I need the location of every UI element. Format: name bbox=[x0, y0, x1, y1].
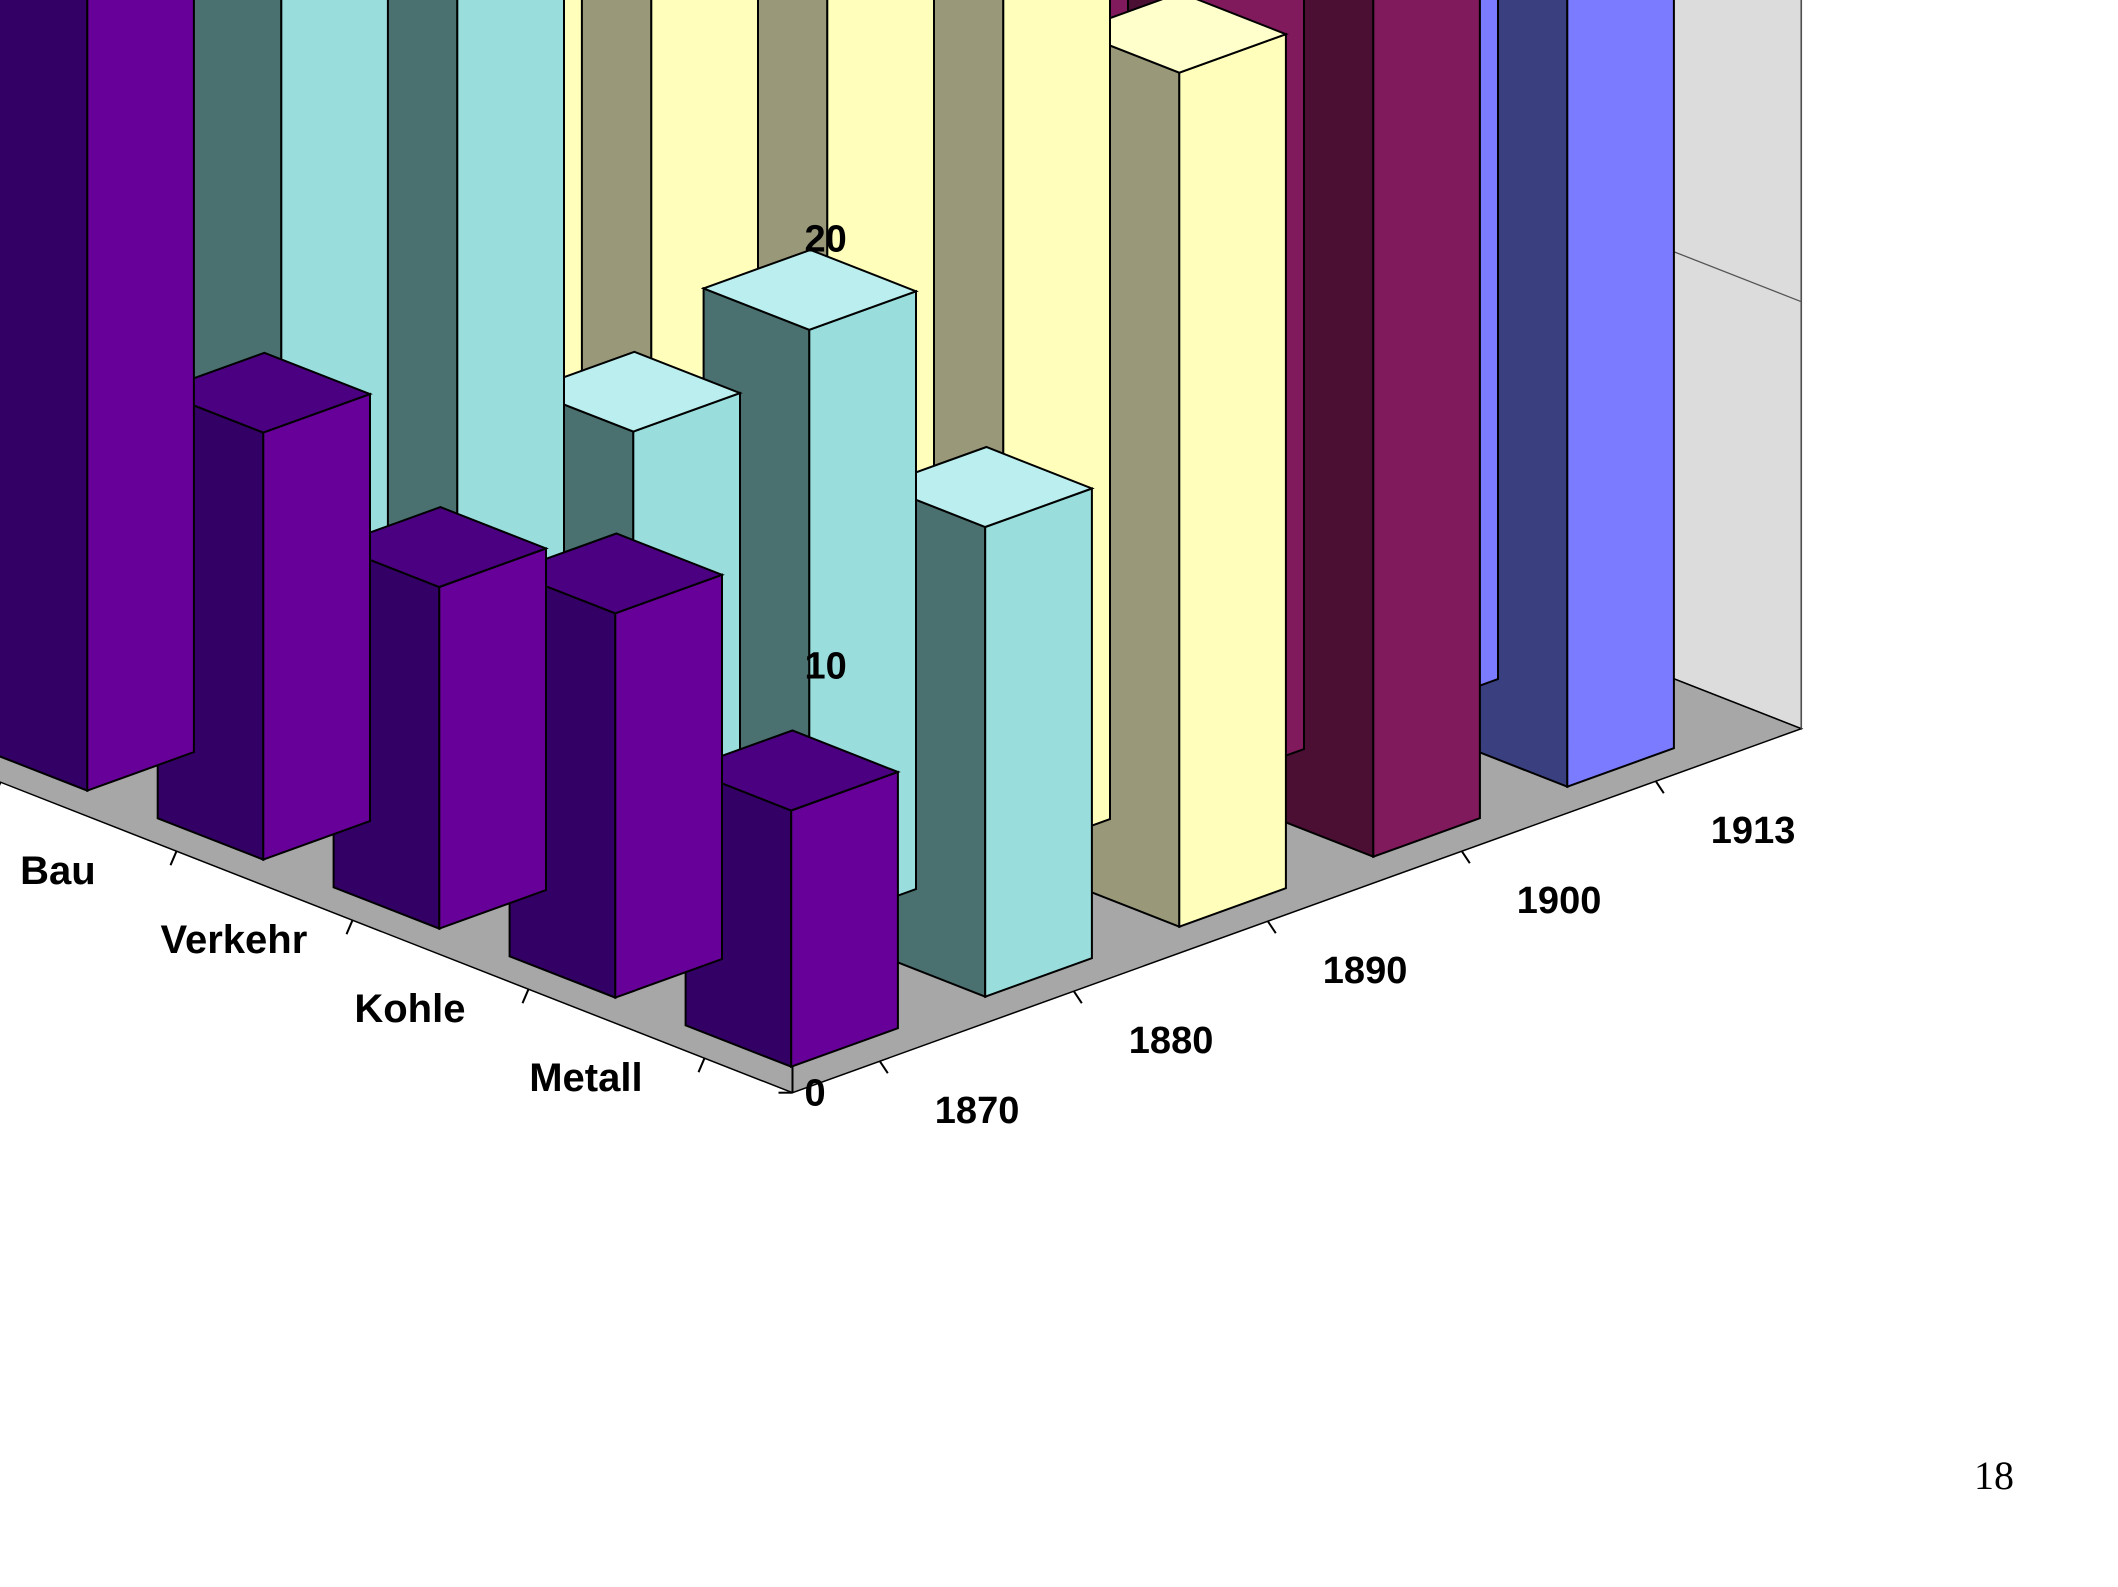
chart-labels: 0102030405060708090100TextilBauVerkehrKo… bbox=[20, 219, 1796, 1132]
bar-side-face bbox=[614, 573, 723, 1000]
series-axis-tick bbox=[878, 1060, 889, 1074]
series-axis-tick bbox=[1460, 850, 1471, 864]
series-label: 1870 bbox=[935, 1090, 1020, 1132]
bar-top-face bbox=[700, 248, 919, 331]
category-axis-tick bbox=[345, 919, 354, 935]
value-axis-tick-label: 10 bbox=[805, 646, 847, 688]
series-axis-tick bbox=[1072, 990, 1083, 1004]
bar-1870-textil bbox=[0, 0, 195, 793]
category-label: Kohle bbox=[354, 987, 465, 1031]
bar-side-face bbox=[790, 770, 899, 1069]
bar-front-face bbox=[0, 0, 89, 793]
bar-1870-metall bbox=[682, 729, 901, 1069]
series-label: 1890 bbox=[1323, 950, 1408, 992]
value-axis-tick-label: 20 bbox=[805, 219, 847, 261]
bar-side-face bbox=[984, 487, 1093, 999]
bar-top-face bbox=[876, 445, 1095, 529]
bar-side-face bbox=[86, 0, 195, 793]
bar-side-face bbox=[1372, 0, 1481, 859]
bar-top-face bbox=[330, 506, 549, 589]
series-label: 1880 bbox=[1129, 1020, 1214, 1062]
category-label: Metall bbox=[529, 1056, 642, 1100]
category-axis-tick bbox=[697, 1057, 706, 1073]
series-label: 1913 bbox=[1711, 810, 1796, 852]
category-label: Bau bbox=[20, 849, 96, 893]
category-axis-tick bbox=[521, 988, 530, 1004]
bar-side-face bbox=[262, 392, 371, 862]
series-axis-tick bbox=[1266, 920, 1277, 934]
bar-top-face bbox=[506, 532, 725, 615]
series-axis-tick bbox=[1654, 780, 1665, 794]
value-axis-tick-label: 0 bbox=[805, 1073, 826, 1115]
bar-top-face bbox=[524, 350, 743, 433]
category-axis-tick bbox=[169, 850, 178, 866]
bar-side-face bbox=[438, 547, 547, 931]
series-label: 1900 bbox=[1517, 880, 1602, 922]
bar-side-face bbox=[1178, 32, 1287, 929]
page-number: 18 bbox=[1974, 1453, 2014, 1498]
chart-bars bbox=[0, 0, 1675, 1069]
bar-top-face bbox=[1070, 0, 1289, 74]
bar-top-face bbox=[682, 729, 901, 812]
category-label: Verkehr bbox=[161, 918, 308, 962]
bar-top-face bbox=[154, 351, 373, 434]
category-axis-tick bbox=[0, 781, 2, 786]
bar-side-face bbox=[1566, 0, 1675, 789]
